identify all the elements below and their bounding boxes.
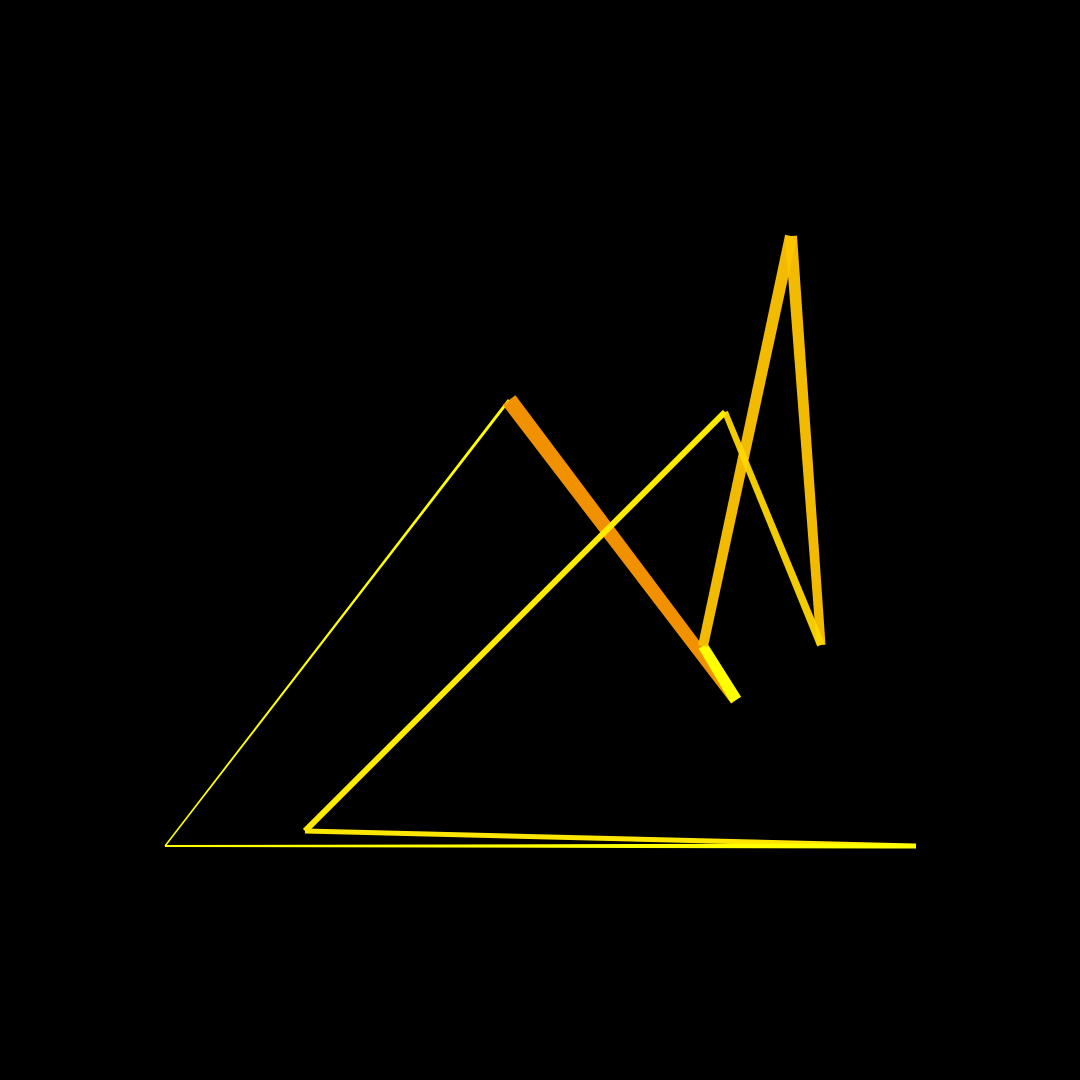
segment-upper-base [304, 828, 917, 849]
segment-steep-rise [698, 234, 797, 647]
segment-fold-back [722, 410, 825, 647]
segment-diagonal [302, 409, 728, 834]
segment-lower-base [165, 843, 916, 849]
segment-long-descent [502, 395, 741, 704]
segment-short-tail [698, 643, 742, 704]
segment-steep-fall [785, 235, 826, 646]
segment-thin-rise [164, 399, 511, 847]
line-group [164, 234, 917, 849]
